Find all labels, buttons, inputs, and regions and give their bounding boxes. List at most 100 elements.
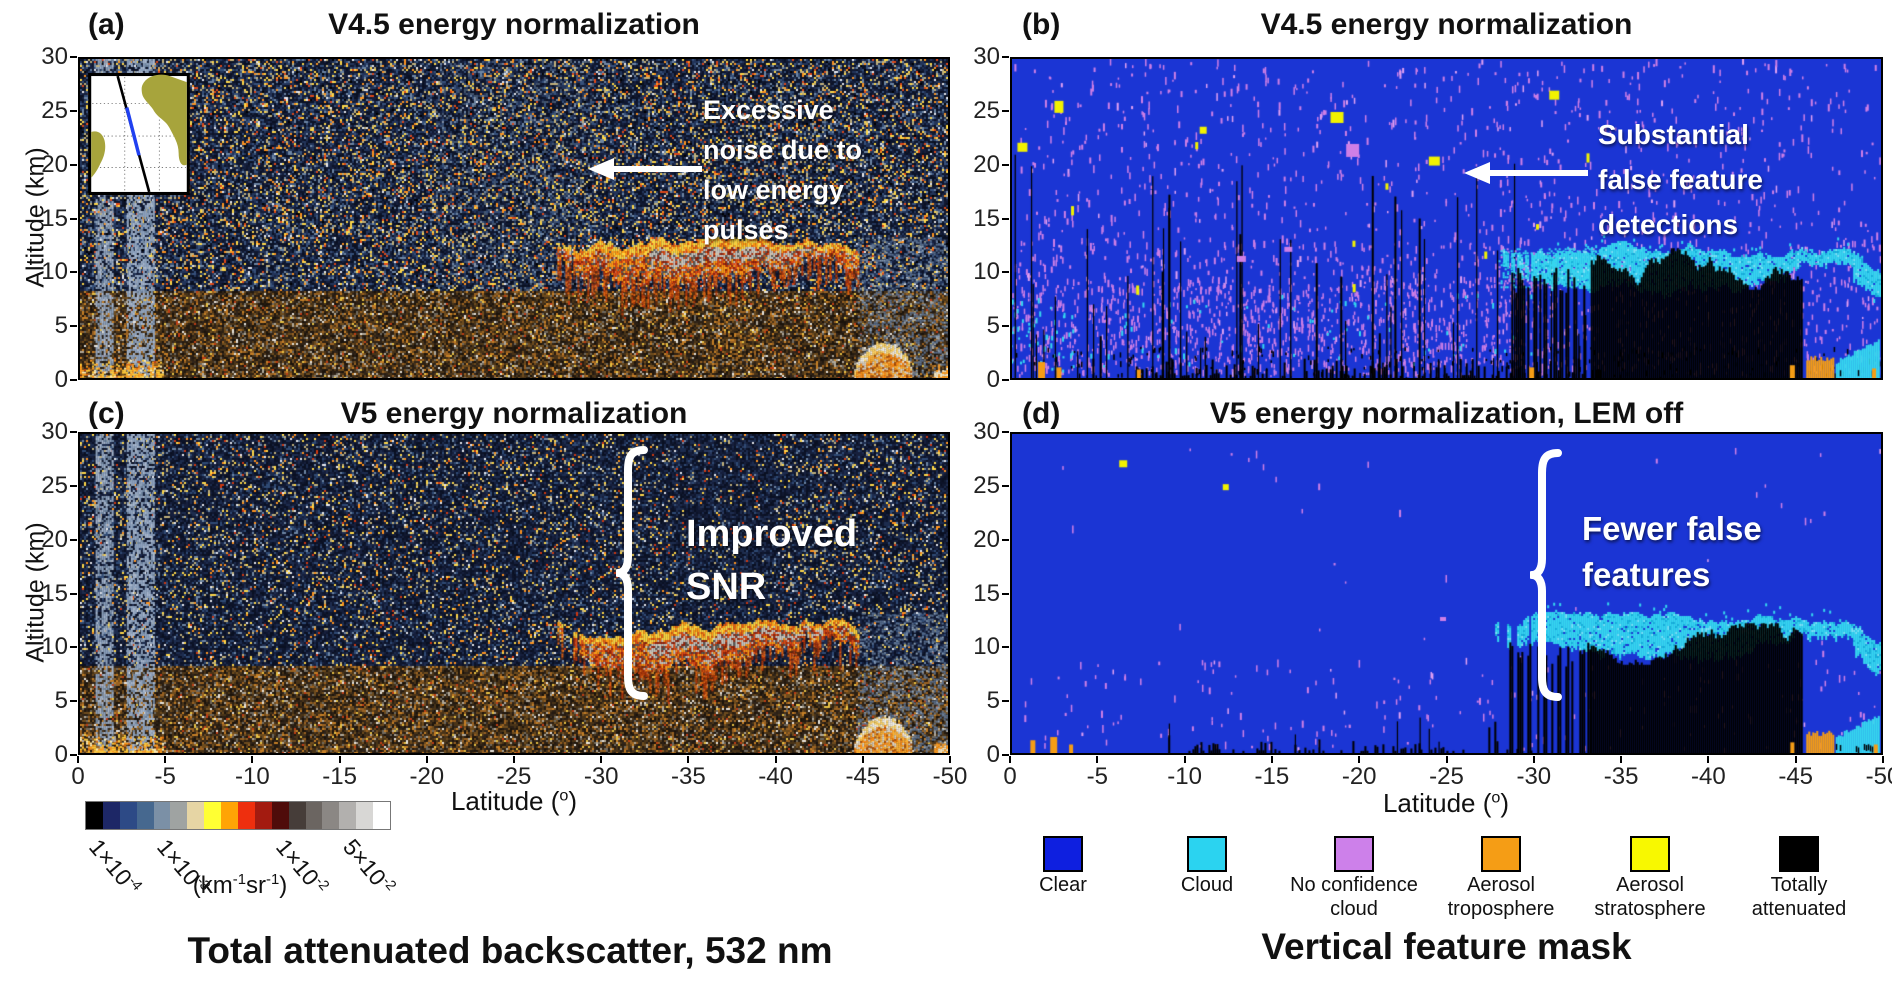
map-track-segment xyxy=(125,107,141,156)
panel-c-plot xyxy=(78,432,950,755)
y-tick-mark xyxy=(1002,431,1009,433)
x-axis-label: Latitude (o) xyxy=(1382,788,1510,818)
x-tick-mark xyxy=(1096,756,1099,763)
inset-map xyxy=(88,73,190,195)
colorbar-segment xyxy=(271,802,289,829)
y-tick-label: 15 xyxy=(973,579,1000,607)
x-tick-mark xyxy=(251,756,254,763)
annotation-improved-snr: Improved SNR xyxy=(686,513,858,608)
colorbar-segment xyxy=(204,802,222,829)
panel-c-title: V5 energy normalization xyxy=(340,397,688,430)
colorbar-segment xyxy=(221,802,239,829)
legend-swatch-clear xyxy=(1043,836,1083,872)
x-tick-mark xyxy=(600,756,603,763)
x-tick-mark xyxy=(513,756,515,763)
x-tick-label: 0 xyxy=(71,763,85,790)
y-tick-mark xyxy=(1002,163,1009,166)
colorbar-segment xyxy=(254,802,272,829)
y-tick-mark xyxy=(70,538,77,541)
x-tick-mark xyxy=(164,756,167,763)
x-tick-label: -15 xyxy=(322,763,357,790)
legend-swatch-totally-attenuated xyxy=(1779,836,1819,872)
y-tick-mark xyxy=(1002,271,1009,274)
legend-label-totally-attenuated: Totally attenuated xyxy=(1751,874,1847,920)
annotation-false-features: Substantial false feature detections xyxy=(1598,119,1763,240)
x-tick-label: -40 xyxy=(1691,763,1726,790)
x-tick-mark xyxy=(1183,756,1186,763)
colorbar-segment xyxy=(305,802,323,829)
y-tick-label: 0 xyxy=(986,741,1000,768)
panel-d-canvas xyxy=(1012,434,1881,753)
colorbar-segment xyxy=(288,802,306,829)
x-tick-label: -5 xyxy=(1086,763,1108,790)
y-tick-mark xyxy=(70,325,77,328)
x-tick-mark xyxy=(1620,756,1623,763)
y-tick-label: 30 xyxy=(41,418,68,445)
y-tick-mark xyxy=(1002,646,1009,649)
y-tick-label: 15 xyxy=(41,579,68,607)
x-tick-label: -30 xyxy=(1516,763,1552,790)
y-tick-label: 30 xyxy=(973,418,1000,445)
y-tick-label: 10 xyxy=(41,258,68,286)
y-tick-label: 25 xyxy=(41,471,68,499)
y-tick-label: 5 xyxy=(54,312,68,340)
legend-label-aerosol-stratosphere: Aerosol stratosphere xyxy=(1594,874,1706,920)
x-tick-label: -25 xyxy=(1429,763,1464,790)
x-tick-label: -15 xyxy=(1254,763,1290,790)
x-tick-mark xyxy=(77,756,79,763)
colorbar-tick: 5×10-2 xyxy=(338,834,400,894)
x-tick-label: -5 xyxy=(154,763,176,790)
y-tick-mark xyxy=(70,646,77,649)
y-tick-mark xyxy=(1002,217,1009,220)
legend-label-aerosol-troposphere: Aerosol troposphere xyxy=(1447,874,1555,920)
x-tick-label: -25 xyxy=(496,763,532,790)
legend-label-cloud: Cloud xyxy=(1180,874,1234,896)
x-tick-mark xyxy=(861,756,864,763)
y-tick-mark xyxy=(1002,538,1009,541)
y-tick-label: 5 xyxy=(54,687,68,715)
y-tick-mark xyxy=(1002,56,1009,58)
x-tick-mark xyxy=(1009,756,1011,763)
x-tick-mark xyxy=(1794,756,1797,763)
colorbar-segment xyxy=(356,802,374,829)
panel-b-title: V4.5 energy normalization xyxy=(1260,8,1633,41)
x-tick-label: -35 xyxy=(671,763,706,790)
colorbar-segment xyxy=(339,802,357,829)
curly-brace-icon xyxy=(616,446,648,700)
x-tick-label: -10 xyxy=(1167,763,1202,790)
y-tick-label: 20 xyxy=(973,525,1000,553)
y-tick-mark xyxy=(70,379,77,381)
colorbar-segment xyxy=(86,802,103,829)
panel-a-canvas xyxy=(80,59,948,378)
y-tick-label: 10 xyxy=(973,633,1000,661)
y-tick-mark xyxy=(1002,754,1009,756)
y-tick-label: 15 xyxy=(41,204,68,232)
x-tick-mark xyxy=(1358,756,1361,763)
y-tick-label: 10 xyxy=(973,258,1000,286)
map-africa xyxy=(141,74,187,166)
y-tick-mark xyxy=(1002,109,1009,112)
x-tick-mark xyxy=(1270,756,1273,763)
y-tick-mark xyxy=(70,271,77,274)
y-tick-label: 0 xyxy=(54,741,68,768)
y-tick-label: 20 xyxy=(41,525,68,553)
panel-a-plot xyxy=(78,57,950,380)
y-tick-label: 5 xyxy=(986,312,1000,340)
x-tick-mark xyxy=(949,756,951,763)
colorbar-unit: (km-1sr-1) xyxy=(192,872,288,899)
colorbar-segment xyxy=(238,802,255,829)
colorbar-segment xyxy=(322,802,340,829)
x-tick-label: -45 xyxy=(845,763,881,790)
y-tick-label: 25 xyxy=(973,471,1000,499)
x-tick-label: -20 xyxy=(409,763,445,790)
y-tick-mark xyxy=(70,431,77,433)
panel-d-title: V5 energy normalization, LEM off xyxy=(1209,397,1684,430)
y-tick-mark xyxy=(70,109,77,112)
colorbar-segment xyxy=(170,802,188,829)
y-tick-label: 5 xyxy=(986,687,1000,715)
y-tick-mark xyxy=(70,592,77,595)
caption-backscatter: Total attenuated backscatter, 532 nm xyxy=(187,930,833,971)
arrow-left-icon xyxy=(588,158,702,180)
y-tick-mark xyxy=(70,484,77,487)
